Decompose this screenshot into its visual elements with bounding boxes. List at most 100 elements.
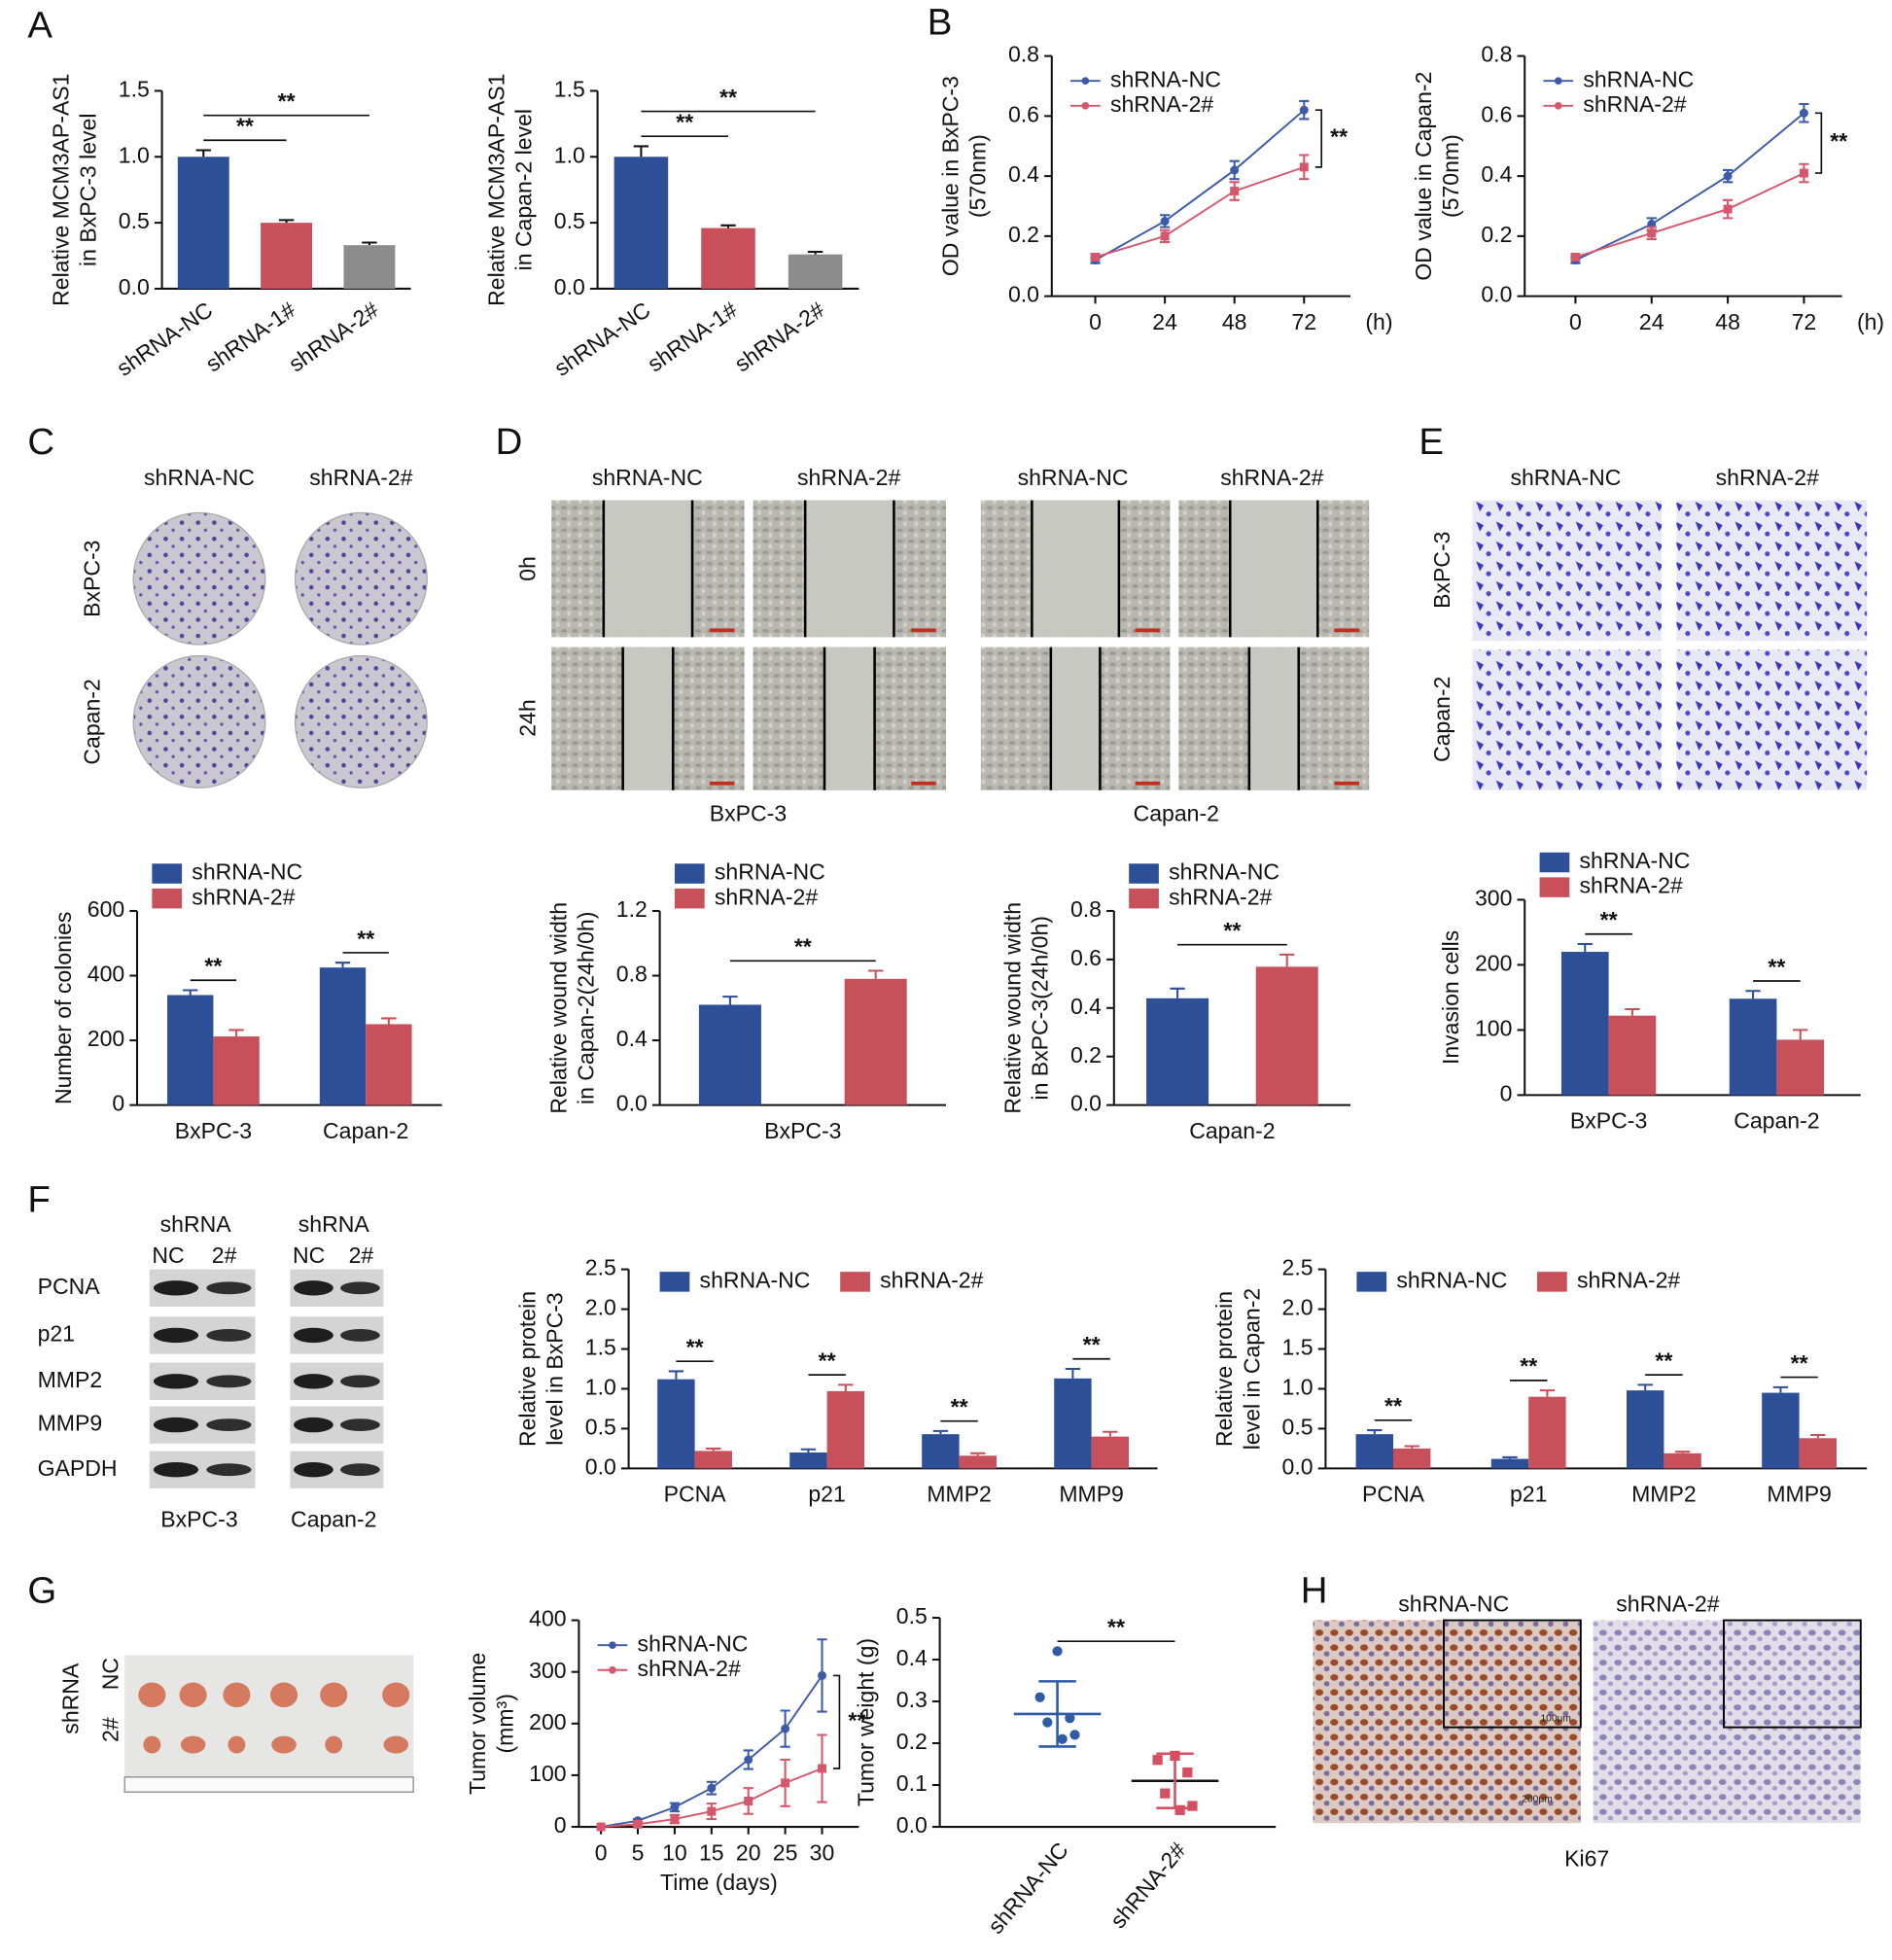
legend-label: shRNA-NC	[715, 859, 825, 885]
bar	[698, 1004, 761, 1105]
x-tick-label: Capan-2	[1734, 1108, 1819, 1134]
x-tick-label: PCNA	[1362, 1482, 1425, 1507]
legend-label: shRNA-NC	[192, 859, 302, 885]
legend-swatch	[152, 888, 183, 909]
error-bar	[720, 224, 736, 228]
significance-label: **	[1768, 954, 1785, 979]
bar	[701, 228, 755, 289]
y-tick-label: 0.4	[1481, 161, 1512, 187]
row-label: Capan-2	[79, 679, 104, 764]
x-tick-label: BxPC-3	[764, 1118, 841, 1143]
error-bar	[817, 1733, 827, 1769]
bar	[177, 157, 229, 289]
legend-swatch	[674, 888, 705, 909]
y-tick-label: 0.2	[1481, 222, 1512, 247]
y-tick-label: 0.8	[1481, 42, 1512, 67]
x-tick-label: 10	[662, 1839, 687, 1865]
y-axis-label: Relative MCM3AP-AS1	[48, 74, 73, 306]
blot-band	[206, 1463, 252, 1477]
point	[1069, 1730, 1080, 1740]
legend-label: shRNA-2#	[1110, 91, 1213, 117]
y-axis-label: Relative wound width	[545, 902, 571, 1114]
point	[781, 1778, 790, 1788]
chart: 0.0 0.5 1.0 1.5 Relative MCM3AP-AS1 in Capan-…	[483, 74, 859, 381]
bar	[1528, 1396, 1566, 1469]
ihc-inset	[1723, 1619, 1862, 1729]
row-label: BxPC-3	[1429, 532, 1454, 609]
error-bar	[228, 1029, 244, 1037]
lane-label: NC	[293, 1242, 325, 1268]
stain-label: Ki67	[1564, 1846, 1609, 1872]
invasion-image	[1472, 500, 1662, 642]
column-label: shRNA-2#	[309, 465, 412, 490]
y-axis-label: level in Capan-2	[1239, 1288, 1264, 1450]
row-label: 2#	[97, 1717, 123, 1742]
bar	[826, 1390, 864, 1469]
legend-swatch	[152, 863, 183, 884]
y-axis-label: in BxPC-3 level	[75, 113, 100, 265]
y-tick-label: 200	[88, 1026, 124, 1051]
wound-edge	[1031, 500, 1121, 638]
legend-label: shRNA-NC	[1396, 1267, 1507, 1292]
error-bar	[868, 969, 884, 979]
point	[633, 1819, 643, 1829]
point	[818, 1670, 826, 1680]
legend-swatch	[1539, 852, 1570, 873]
point	[781, 1724, 790, 1733]
point	[1647, 228, 1657, 238]
bar	[1560, 952, 1609, 1096]
row-label: 24h	[514, 699, 540, 736]
point	[670, 1802, 680, 1812]
y-tick-label: 0.5	[119, 208, 150, 233]
panel-letter: E	[1419, 421, 1444, 463]
y-axis-label: in BxPC-3(24h/0h)	[1028, 916, 1053, 1100]
bar	[366, 1024, 412, 1105]
y-tick-label: 0.0	[1070, 1091, 1102, 1116]
panel-letter: F	[27, 1179, 50, 1221]
y-axis-label: (mm³)	[492, 1694, 517, 1753]
significance-label: **	[1083, 1332, 1101, 1357]
x-tick-label: 72	[1291, 309, 1316, 334]
bar	[613, 157, 669, 289]
legend-swatch	[1129, 888, 1159, 909]
point	[1723, 204, 1733, 214]
y-tick-label: 0.0	[896, 1812, 928, 1838]
y-tick-label: 0.5	[1282, 1415, 1314, 1440]
y-tick-label: 1.5	[1282, 1335, 1314, 1360]
y-tick-label: 0.2	[1008, 222, 1039, 247]
blot-band	[206, 1375, 252, 1388]
legend-marker	[1081, 77, 1090, 86]
y-tick-label: 0.4	[616, 1026, 648, 1051]
error-bar	[817, 1768, 827, 1803]
error-bar	[1170, 987, 1185, 998]
legend-label: shRNA-NC	[1583, 66, 1694, 91]
bar	[1762, 1392, 1800, 1469]
y-tick-label: 200	[1475, 951, 1512, 976]
panel-letter: C	[27, 421, 54, 463]
chart: 0.0 0.2 0.4 0.6 0.8 OD value in Capan-2 (570nm…	[1411, 42, 1884, 334]
panel-letter: G	[27, 1570, 56, 1612]
y-axis-label: level in BxPC-3	[542, 1292, 567, 1445]
legend-label: shRNA-2#	[1580, 873, 1683, 898]
legend-label: shRNA-2#	[1169, 884, 1272, 909]
x-tick-label: 25	[773, 1839, 798, 1865]
x-tick-label: 48	[1715, 309, 1740, 334]
y-tick-label: 0.0	[119, 274, 150, 299]
tumor	[325, 1735, 343, 1754]
legend-swatch	[1539, 877, 1570, 897]
x-tick-label: shRNA-NC	[549, 297, 654, 381]
x-tick-label: BxPC-3	[1570, 1108, 1647, 1134]
x-tick-label: BxPC-3	[175, 1118, 252, 1143]
legend-label: shRNA-2#	[1583, 91, 1686, 117]
tumor	[382, 1682, 410, 1708]
tumor	[228, 1735, 246, 1754]
error-bar	[1793, 1029, 1808, 1040]
point	[1160, 216, 1170, 226]
bar	[343, 245, 396, 289]
x-tick-label: MMP9	[1059, 1482, 1124, 1507]
error-bar	[1637, 1383, 1653, 1391]
chart: 0 200 400 600 Number of colonies BxPC-3 ** Capa…	[51, 859, 442, 1143]
x-tick-label: shRNA-2#	[284, 297, 383, 376]
y-tick-label: 1.2	[616, 896, 648, 922]
x-tick-label: 15	[699, 1839, 724, 1865]
